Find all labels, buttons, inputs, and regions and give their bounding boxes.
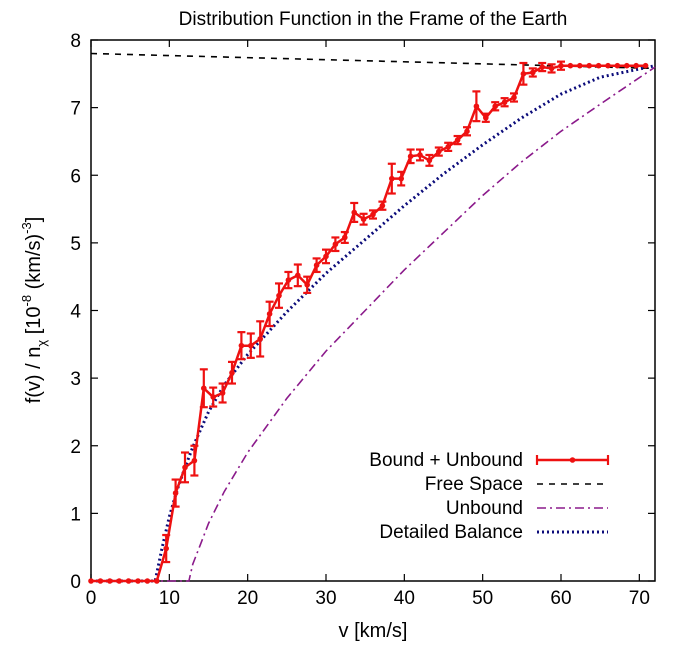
data-point [285,277,292,283]
y-tick-label: 8 [70,31,81,52]
y-tick-label: 5 [70,234,81,255]
y-tick-label: 2 [70,437,81,458]
data-point [97,578,104,584]
legend-label: Unbound [446,498,523,519]
data-point [107,578,113,584]
y-tick-label: 6 [70,166,81,187]
y-tick-label: 1 [70,504,81,525]
x-tick-label: 40 [394,588,415,609]
x-tick-label: 30 [315,588,336,609]
data-point [586,62,592,69]
data-point [530,69,536,76]
data-point [201,385,207,392]
data-point [135,578,141,584]
y-tick-label: 4 [70,302,81,323]
data-point [276,292,282,299]
data-point [332,241,339,248]
data-point [454,137,461,143]
data-point [426,157,433,164]
data-point [88,578,94,584]
data-point [417,152,423,158]
data-point [379,202,386,209]
data-point [605,62,611,69]
data-point [558,62,564,69]
plot-area: 0 10 20 30 40 50 60 70 0 1 2 3 4 5 6 7 8 [70,31,656,609]
data-point [577,62,583,69]
legend-label: Detailed Balance [379,522,523,543]
data-point [511,94,517,101]
series-bound-unbound [88,60,649,584]
series-line [91,64,656,583]
data-point [398,175,405,182]
data-point [257,336,264,342]
data-point [483,114,489,121]
data-point [125,578,132,584]
y-tick-label: 0 [70,572,81,593]
legend-label: Bound + Unbound [369,450,523,471]
data-point [323,253,329,260]
data-point [473,103,480,110]
data-point [360,216,367,223]
x-tick-label: 0 [86,588,97,609]
data-point [304,282,311,288]
data-point [370,211,376,218]
series-detailed-balance [91,64,656,583]
data-point [182,464,188,471]
data-point [407,153,414,160]
legend: Bound + Unbound Free Space Unbound Detailed… [369,450,610,543]
y-axis-label: f(v) / nχ [10-8 (km/s)-3] [19,217,49,404]
data-point [154,578,160,584]
data-point [163,545,169,552]
x-tick-label: 70 [629,588,650,609]
data-point [539,64,545,70]
data-point [295,272,301,279]
x-tick-label: 50 [472,588,493,609]
data-point [389,175,395,182]
x-tick-label: 60 [550,588,571,609]
data-point [642,62,649,69]
data-point [266,311,273,317]
x-tick-label: 20 [237,588,258,609]
data-point [614,62,621,69]
data-point [492,103,499,110]
data-point [248,342,254,349]
data-point [191,457,198,464]
data-point [464,128,470,135]
data-point [520,71,527,77]
y-tick-label: 3 [70,369,81,390]
data-point [548,65,555,72]
y-tick-label: 7 [70,99,81,120]
series-line [91,66,656,582]
series-unbound [91,66,656,582]
x-tick-label: 10 [159,588,180,609]
data-point [238,342,245,349]
data-point [436,148,442,155]
data-point [313,262,320,268]
data-point [144,578,151,584]
data-point [567,62,574,69]
chart-title: Distribution Function in the Frame of th… [179,9,568,30]
data-point [624,62,630,69]
series-line [91,64,646,583]
data-point [445,144,452,150]
data-point [633,62,639,69]
data-point [342,234,348,241]
legend-label: Free Space [425,474,523,495]
data-point [219,390,226,396]
series-layer [88,52,656,584]
data-point [210,394,216,400]
data-point [172,490,179,496]
axis-ticks: 0 10 20 30 40 50 60 70 0 1 2 3 4 5 6 7 8 [70,31,655,609]
data-point [116,578,122,584]
x-axis-label: v [km/s] [339,620,408,642]
data-point [595,62,602,69]
data-point [501,99,508,106]
data-point [351,209,358,216]
data-point [229,369,235,376]
legend-point [569,457,576,463]
